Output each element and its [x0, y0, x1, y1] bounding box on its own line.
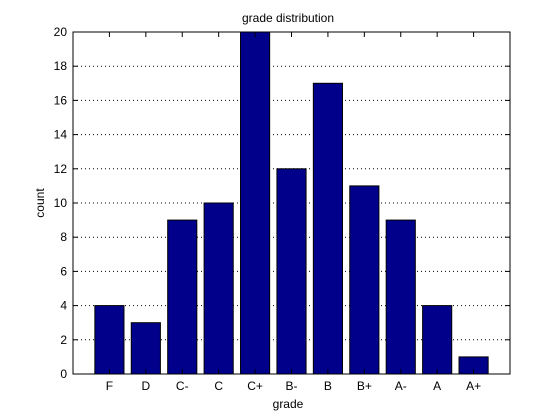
y-tick-label: 0 — [60, 367, 67, 381]
bar — [349, 185, 380, 375]
bar — [94, 305, 125, 375]
bar — [130, 322, 161, 375]
x-tick-label: C+ — [247, 379, 263, 393]
y-tick-label: 20 — [54, 25, 68, 39]
y-axis-label: count — [33, 188, 47, 218]
bar — [240, 31, 271, 375]
bar — [203, 202, 234, 375]
y-tick-label: 2 — [60, 333, 67, 347]
bar — [422, 305, 453, 375]
x-tick-label: F — [106, 379, 113, 393]
y-tick-label: 12 — [54, 162, 68, 176]
chart-title: grade distribution — [242, 11, 334, 25]
x-tick-label: D — [141, 379, 150, 393]
y-tick-label: 6 — [60, 264, 67, 278]
x-tick-label: B+ — [357, 379, 372, 393]
plot-area: 0 2 4 6 8 10 12 14 16 18 20 F D C- C C+ B- B B+ A- A A+ — [54, 25, 511, 393]
bar — [167, 219, 198, 375]
y-tick-label: 14 — [54, 128, 68, 142]
x-tick-label: A — [433, 379, 441, 393]
x-tick-label: B — [324, 379, 332, 393]
y-tick-label: 10 — [54, 196, 68, 210]
y-tick-label: 16 — [54, 93, 68, 107]
x-axis-label: grade — [273, 397, 304, 411]
x-tick-label: B- — [286, 379, 298, 393]
y-tick-label: 4 — [60, 299, 67, 313]
bar — [385, 219, 416, 375]
y-tick-label: 18 — [54, 59, 68, 73]
x-tick-label: A- — [395, 379, 407, 393]
bar — [276, 168, 307, 375]
y-tick-label: 8 — [60, 230, 67, 244]
x-tick-label: C — [214, 379, 223, 393]
x-tick-label: A+ — [466, 379, 481, 393]
x-tick-label: C- — [176, 379, 189, 393]
bar — [312, 82, 343, 375]
